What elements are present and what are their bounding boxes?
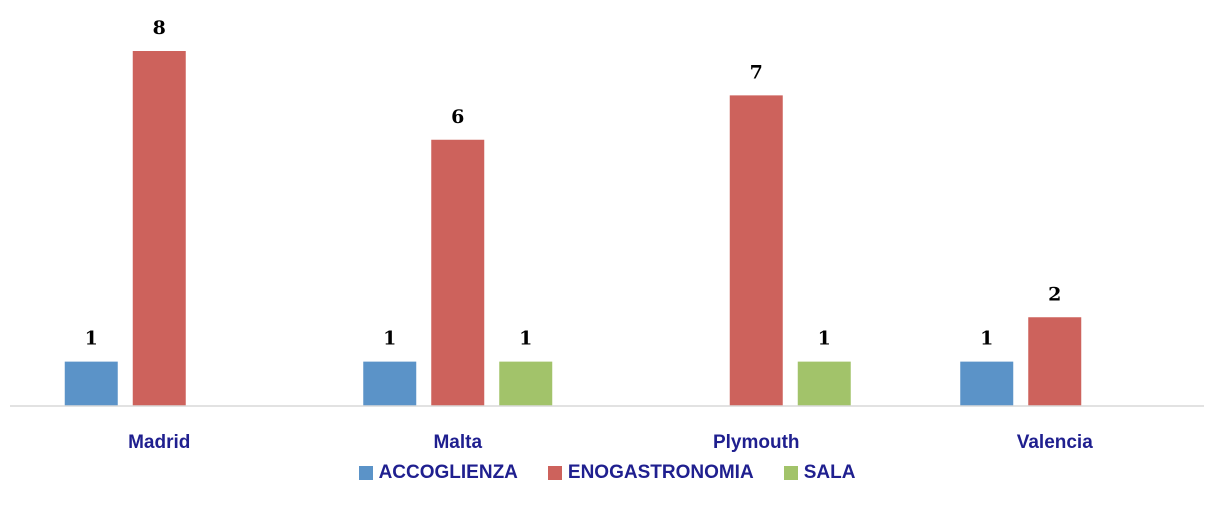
data-label-madrid-enogastronomia: 8	[153, 17, 166, 39]
data-label-madrid-accoglienza: 1	[85, 328, 98, 350]
legend-swatch-accoglienza	[358, 466, 373, 480]
data-labels-group: 1 8 1 6 1 7 1 1 2	[85, 17, 1062, 350]
data-label-valencia-accoglienza: 1	[980, 328, 993, 350]
legend-swatch-enogastronomia	[547, 466, 562, 480]
bar-valencia-accoglienza	[960, 361, 1014, 406]
category-label-plymouth: Plymouth	[713, 432, 800, 453]
data-label-valencia-enogastronomia: 2	[1048, 283, 1061, 305]
legend-label-enogastronomia: ENOGASTRONOMIA	[567, 462, 754, 483]
bar-valencia-enogastronomia	[1028, 317, 1082, 406]
bar-malta-enogastronomia	[431, 139, 485, 406]
data-label-malta-enogastronomia: 6	[451, 106, 464, 128]
legend-label-sala: SALA	[803, 462, 856, 483]
bar-plymouth-enogastronomia	[729, 95, 783, 406]
bar-madrid-accoglienza	[64, 361, 118, 406]
legend: ACCOGLIENZA ENOGASTRONOMIA SALA	[0, 462, 1214, 484]
category-label-malta: Malta	[433, 432, 482, 453]
bar-chart: 1 8 1 6 1 7 1 1 2 Madrid Malta Plymouth Valencia	[10, 17, 1204, 453]
bar-malta-accoglienza	[363, 361, 417, 406]
data-label-malta-sala: 1	[519, 328, 532, 350]
legend-item-accoglienza: ACCOGLIENZA	[358, 462, 518, 484]
bar-plymouth-sala	[797, 361, 851, 406]
category-label-valencia: Valencia	[1017, 432, 1093, 453]
bar-malta-sala	[499, 361, 553, 406]
legend-item-enogastronomia: ENOGASTRONOMIA	[547, 462, 754, 484]
data-label-malta-accoglienza: 1	[383, 328, 396, 350]
category-labels-group: Madrid Malta Plymouth Valencia	[128, 432, 1093, 453]
category-label-madrid: Madrid	[128, 432, 190, 453]
legend-item-sala: SALA	[783, 462, 856, 484]
legend-swatch-sala	[783, 466, 798, 480]
bars-group	[64, 51, 1082, 406]
data-label-plymouth-enogastronomia: 7	[750, 61, 763, 83]
data-label-plymouth-sala: 1	[818, 328, 831, 350]
bar-madrid-enogastronomia	[132, 51, 186, 406]
legend-label-accoglienza: ACCOGLIENZA	[378, 462, 518, 483]
